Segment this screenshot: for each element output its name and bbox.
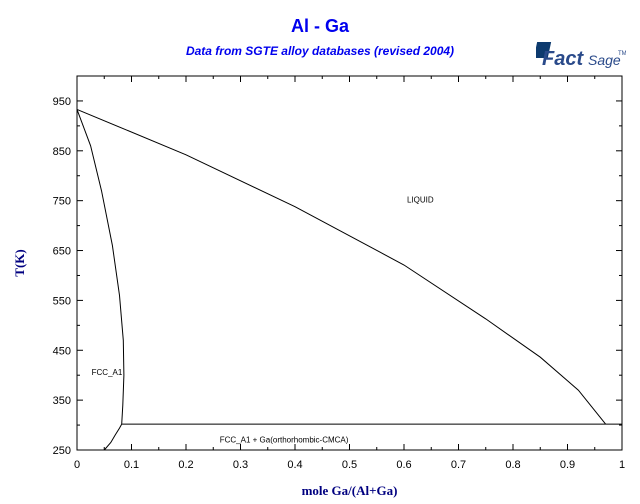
solvus-upper-line (76, 109, 125, 425)
factsage-logo-emblem (536, 42, 552, 58)
x-tick-label: 0.8 (505, 459, 520, 471)
label-fcc-a1-ga: FCC_A1 + Ga(orthorhombic-CMCA) (220, 436, 349, 445)
y-tick-label: 850 (53, 146, 71, 158)
chart-title: Al - Ga (290, 16, 349, 36)
factsage-logo-text-sage: Sage (588, 52, 621, 68)
label-fcc-a1: FCC_A1 (92, 368, 123, 377)
factsage-logo: Fact Sage TM (536, 42, 626, 70)
factsage-logo-text-fact: Fact (542, 48, 584, 70)
y-tick-label: 950 (53, 96, 71, 108)
x-tick-label: 0.4 (287, 459, 302, 471)
y-axis-label: T(K) (12, 249, 27, 276)
solvus-lower-line (103, 423, 123, 451)
y-tick-label: 450 (53, 345, 71, 357)
x-tick-label: 0.3 (233, 459, 248, 471)
x-axis-label: mole Ga/(Al+Ga) (302, 483, 398, 498)
y-tick-label: 550 (53, 295, 71, 307)
y-tick-label: 250 (53, 445, 71, 457)
x-tick-label: 0.5 (342, 459, 357, 471)
x-tick-label: 0.2 (178, 459, 193, 471)
x-tick-label: 1 (619, 459, 625, 471)
y-tick-label: 350 (53, 395, 71, 407)
y-tick-label: 650 (53, 246, 71, 258)
label-liquid: LIQUID (407, 196, 434, 205)
x-tick-label: 0.6 (396, 459, 411, 471)
liquidus-line (76, 108, 606, 425)
x-tick-label: 0.7 (451, 459, 466, 471)
y-tick-label: 750 (53, 196, 71, 208)
x-tick-label: 0.1 (124, 459, 139, 471)
chart-subtitle: Data from SGTE alloy databases (revised … (185, 44, 455, 58)
x-tick-label: 0.9 (560, 459, 575, 471)
x-tick-label: 0 (74, 459, 80, 471)
factsage-logo-tm: TM (618, 51, 626, 57)
plot-frame (76, 75, 623, 451)
